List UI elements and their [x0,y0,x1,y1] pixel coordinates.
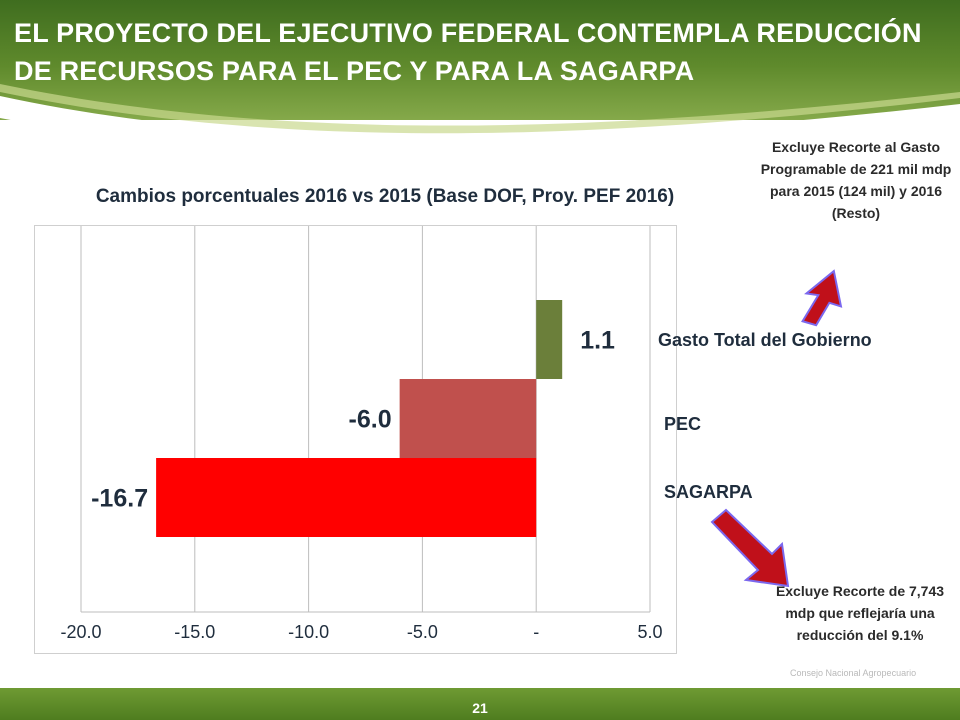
category-label: Gasto Total del Gobierno [658,330,872,350]
category-label: SAGARPA [664,482,753,502]
x-tick-label: -20.0 [60,622,101,642]
x-tick-label: -5.0 [407,622,438,642]
chart-title: Cambios porcentuales 2016 vs 2015 (Base … [95,186,675,207]
data-label: -6.0 [349,406,392,434]
bar-chart: -20.0 -15.0 -10.0 -5.0-5.01.1-6.0-16.7 [60,226,663,642]
up-arrow-icon [801,269,843,327]
bar-gasto-total [536,300,563,379]
chart-area: -20.0 -15.0 -10.0 -5.0-5.0 1.1 -6.0 -16.7 [34,225,677,654]
x-tick-label: -10.0 [288,622,329,642]
watermark-logo: Consejo Nacional Agropecuario [790,668,950,698]
x-tick-label: - [533,622,539,642]
note-top: Excluye Recorte al Gasto Programable de … [760,139,952,221]
x-tick-label: -15.0 [174,622,215,642]
bar-pec [399,379,537,458]
data-label: 1.1 [580,327,615,355]
header-banner: EL PROYECTO DEL EJECUTIVO FEDERAL CONTEM… [0,0,960,150]
x-tick-label: 5.0 [637,622,662,642]
page-number: 21 [472,700,488,716]
note-bottom: Excluye Recorte de 7,743 mdp que refleja… [775,583,945,643]
bar-sagarpa [156,458,537,537]
data-label: -16.7 [91,485,148,513]
footer-band [0,688,960,720]
watermark-text: Consejo Nacional Agropecuario [790,668,917,678]
down-arrow-icon [710,508,790,588]
page-title: EL PROYECTO DEL EJECUTIVO FEDERAL CONTEM… [14,18,922,86]
category-label: PEC [664,414,702,434]
header-swoosh [0,84,960,150]
